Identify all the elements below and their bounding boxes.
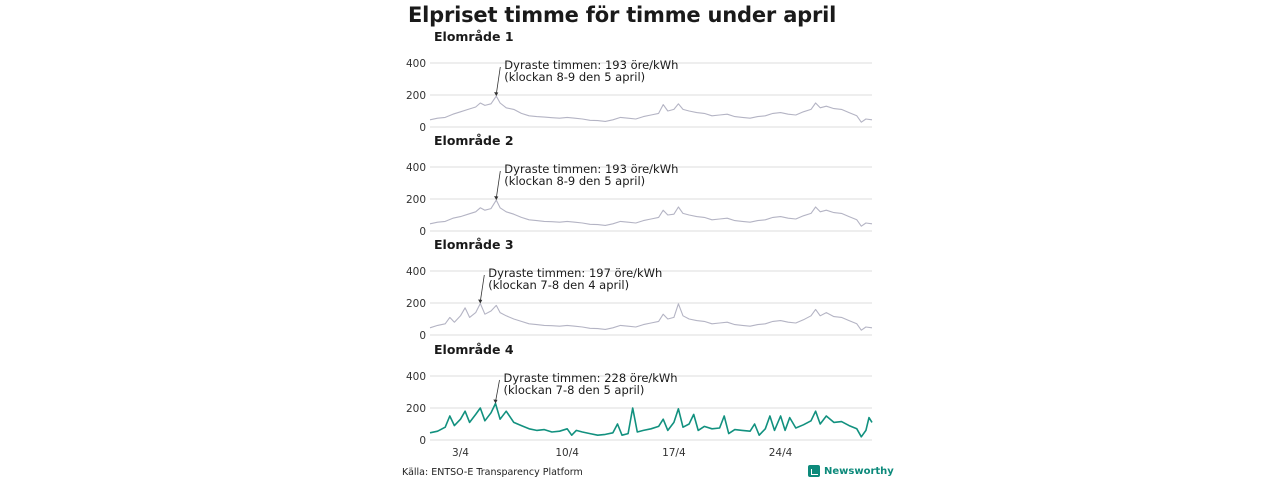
annotation-arrowhead: [494, 92, 499, 97]
y-tick-label: 200: [406, 403, 426, 415]
panel-title: Elområde 4: [434, 342, 514, 357]
brand-name: Newsworthy: [824, 465, 894, 477]
y-tick-label: 400: [406, 58, 426, 70]
y-tick-label: 400: [406, 266, 426, 278]
annotation-arrow: [495, 379, 500, 402]
annotation-line-2: (klockan 8-9 den 5 april): [504, 70, 645, 84]
page-title: Elpriset timme för timme under april: [408, 3, 837, 27]
y-tick-label: 400: [406, 162, 426, 174]
x-tick-label: 3/4: [452, 447, 469, 459]
y-tick-label: 0: [419, 435, 426, 447]
panel-title: Elområde 1: [434, 29, 514, 44]
panel-title: Elområde 2: [434, 133, 514, 148]
y-tick-label: 200: [406, 298, 426, 310]
y-tick-label: 400: [406, 371, 426, 383]
series-line: [429, 402, 873, 438]
y-tick-label: 0: [419, 330, 426, 342]
annotation-line-1: Dyraste timmen: 193 öre/kWh: [504, 58, 678, 72]
y-tick-label: 200: [406, 90, 426, 102]
brand: Newsworthy: [808, 465, 894, 477]
x-tick-label: 10/4: [555, 447, 579, 459]
x-tick-label: 17/4: [662, 447, 686, 459]
annotation-arrow: [495, 66, 501, 95]
y-tick-label: 0: [419, 122, 426, 134]
annotation-arrowhead: [478, 299, 483, 304]
annotation-arrowhead: [494, 196, 499, 201]
annotation-arrow: [495, 170, 501, 199]
newsworthy-logo-icon: [808, 465, 820, 477]
annotation-line-2: (klockan 7-8 den 5 april): [504, 383, 645, 397]
panel-title: Elområde 3: [434, 237, 514, 252]
annotation-arrow: [479, 274, 485, 302]
annotation-arrowhead: [493, 399, 498, 404]
annotation-line-2: (klockan 8-9 den 5 april): [504, 174, 645, 188]
annotation-line-1: Dyraste timmen: 193 öre/kWh: [504, 162, 678, 176]
series-line: [429, 199, 873, 227]
y-tick-label: 200: [406, 194, 426, 206]
y-tick-label: 0: [419, 226, 426, 238]
x-tick-label: 24/4: [769, 447, 793, 459]
series-line: [429, 95, 873, 123]
annotation-line-1: Dyraste timmen: 228 öre/kWh: [504, 371, 678, 385]
annotation-line-1: Dyraste timmen: 197 öre/kWh: [488, 266, 662, 280]
annotation-line-2: (klockan 7-8 den 4 april): [488, 278, 629, 292]
source-note: Källa: ENTSO-E Transparency Platform: [402, 467, 583, 478]
series-line: [429, 302, 873, 331]
